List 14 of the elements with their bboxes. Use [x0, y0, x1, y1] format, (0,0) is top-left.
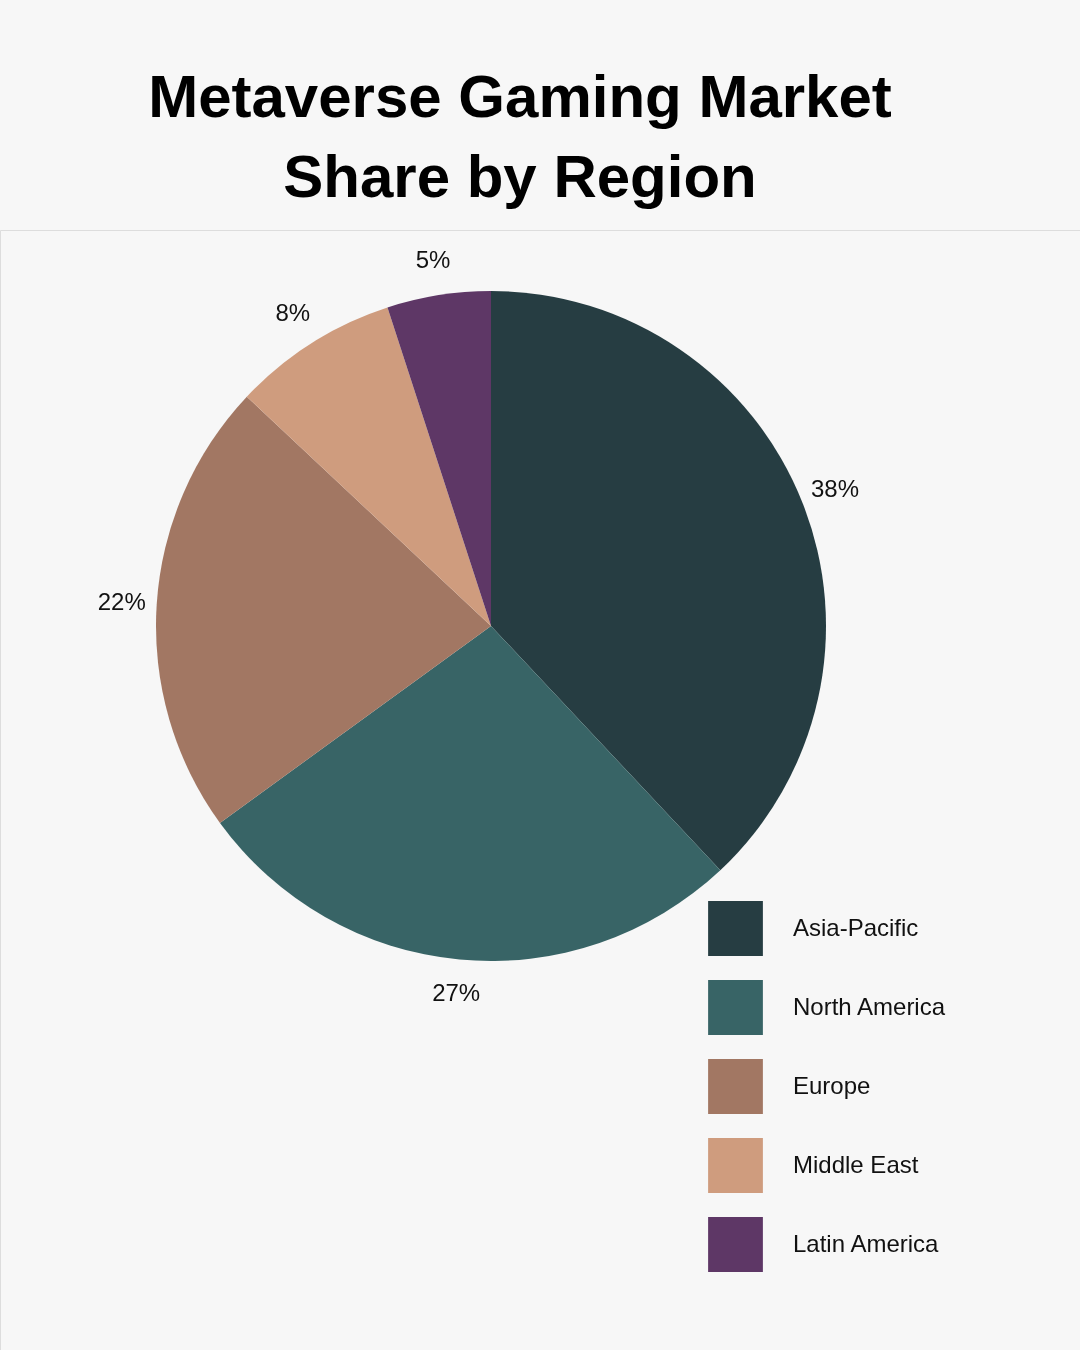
legend-label: Latin America [793, 1229, 940, 1257]
data-label: 5% [415, 245, 451, 273]
pie-slice [156, 396, 491, 823]
data-label: 38% [810, 474, 860, 502]
legend-label: North America [793, 992, 946, 1020]
data-label: 27% [432, 979, 481, 1007]
chart-title: Metaverse Gaming Market Share by Region [148, 63, 892, 210]
pie-slice [219, 626, 721, 961]
legend-label: Middle East [793, 1150, 919, 1178]
data-label: 8% [275, 298, 311, 326]
legend-label: Europe [793, 1071, 871, 1099]
pie-slice [387, 291, 491, 626]
data-label: 22% [97, 587, 146, 615]
legend-label: Asia-Pacific [793, 913, 919, 941]
